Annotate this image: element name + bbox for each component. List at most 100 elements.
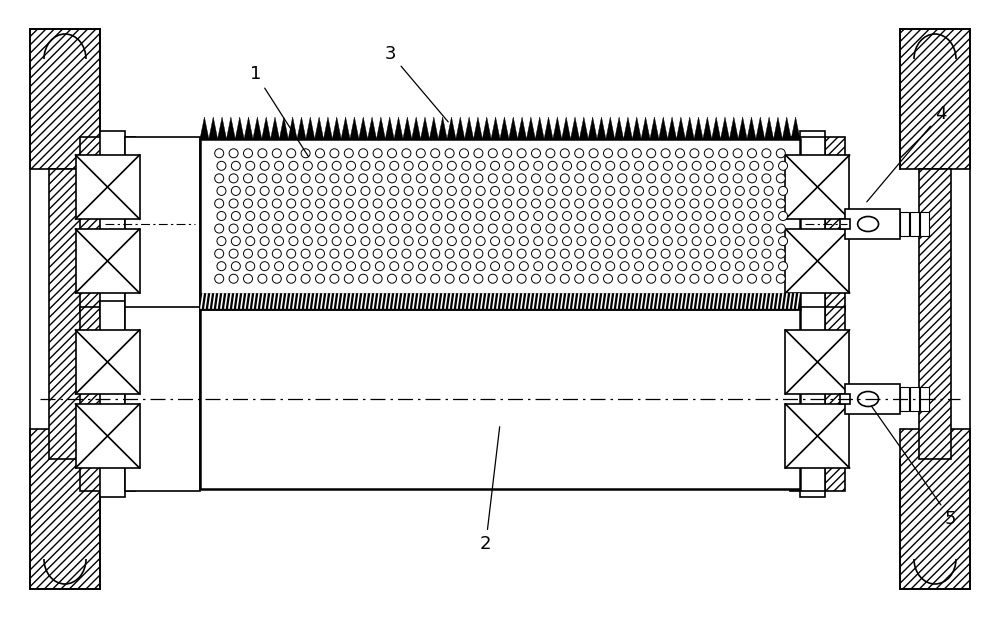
Circle shape — [460, 149, 468, 158]
Circle shape — [503, 174, 512, 183]
Circle shape — [388, 274, 396, 284]
Circle shape — [575, 174, 584, 183]
Circle shape — [476, 162, 485, 170]
Circle shape — [375, 186, 384, 196]
Circle shape — [505, 212, 514, 220]
Circle shape — [563, 162, 572, 170]
Circle shape — [488, 274, 497, 284]
Circle shape — [517, 249, 526, 258]
Circle shape — [606, 162, 615, 170]
Circle shape — [402, 199, 411, 208]
Bar — [30, 29, 100, 169]
Circle shape — [704, 274, 713, 284]
Circle shape — [563, 186, 572, 196]
Circle shape — [721, 162, 730, 170]
Polygon shape — [765, 117, 774, 139]
Circle shape — [618, 274, 627, 284]
Circle shape — [719, 199, 728, 208]
Polygon shape — [412, 117, 421, 139]
Circle shape — [460, 199, 468, 208]
Circle shape — [735, 212, 744, 220]
Circle shape — [388, 174, 396, 183]
Circle shape — [505, 162, 514, 170]
Polygon shape — [262, 117, 271, 139]
Circle shape — [332, 262, 341, 271]
Circle shape — [460, 224, 468, 233]
Circle shape — [733, 224, 742, 233]
Circle shape — [546, 174, 555, 183]
Circle shape — [347, 186, 356, 196]
Circle shape — [776, 249, 785, 258]
Circle shape — [532, 249, 540, 258]
Polygon shape — [297, 117, 306, 139]
Circle shape — [460, 274, 468, 284]
Circle shape — [289, 212, 298, 220]
Polygon shape — [350, 117, 359, 139]
Circle shape — [217, 186, 226, 196]
Circle shape — [301, 249, 310, 258]
Bar — [840, 219, 850, 229]
Circle shape — [275, 236, 284, 246]
Circle shape — [532, 149, 540, 158]
Circle shape — [330, 174, 339, 183]
Circle shape — [445, 224, 454, 233]
Circle shape — [575, 249, 584, 258]
Circle shape — [344, 274, 353, 284]
Polygon shape — [218, 117, 226, 139]
Polygon shape — [738, 117, 747, 139]
Circle shape — [375, 262, 384, 271]
Circle shape — [721, 186, 730, 196]
Circle shape — [661, 174, 670, 183]
Polygon shape — [306, 117, 315, 139]
Polygon shape — [376, 117, 385, 139]
Circle shape — [764, 236, 773, 246]
Circle shape — [318, 262, 327, 271]
Circle shape — [762, 174, 771, 183]
Bar — [900, 429, 970, 589]
Polygon shape — [438, 117, 447, 139]
Bar — [785, 155, 849, 219]
Circle shape — [532, 199, 540, 208]
Circle shape — [491, 236, 500, 246]
Polygon shape — [553, 117, 562, 139]
Circle shape — [519, 236, 528, 246]
Circle shape — [229, 274, 238, 284]
Circle shape — [416, 224, 425, 233]
Polygon shape — [447, 117, 456, 139]
Circle shape — [519, 186, 528, 196]
Circle shape — [692, 262, 701, 271]
Circle shape — [575, 274, 584, 284]
Circle shape — [289, 262, 298, 271]
Circle shape — [719, 224, 728, 233]
Circle shape — [404, 262, 413, 271]
Circle shape — [416, 149, 425, 158]
Circle shape — [476, 186, 485, 196]
Circle shape — [704, 174, 713, 183]
Circle shape — [361, 262, 370, 271]
Circle shape — [690, 274, 699, 284]
Circle shape — [404, 186, 413, 196]
Circle shape — [431, 149, 440, 158]
Circle shape — [604, 274, 612, 284]
Circle shape — [575, 149, 584, 158]
Circle shape — [231, 212, 240, 220]
Circle shape — [548, 236, 557, 246]
Polygon shape — [641, 117, 650, 139]
Circle shape — [316, 274, 325, 284]
Circle shape — [359, 274, 368, 284]
Circle shape — [776, 274, 785, 284]
Circle shape — [532, 224, 540, 233]
Polygon shape — [456, 117, 465, 139]
Circle shape — [390, 262, 399, 271]
Bar — [920, 387, 929, 411]
Circle shape — [303, 186, 312, 196]
Circle shape — [361, 162, 370, 170]
Circle shape — [719, 249, 728, 258]
Circle shape — [676, 149, 684, 158]
Circle shape — [462, 212, 471, 220]
Circle shape — [589, 199, 598, 208]
Circle shape — [591, 236, 600, 246]
Circle shape — [519, 162, 528, 170]
Circle shape — [344, 149, 353, 158]
Circle shape — [776, 199, 785, 208]
